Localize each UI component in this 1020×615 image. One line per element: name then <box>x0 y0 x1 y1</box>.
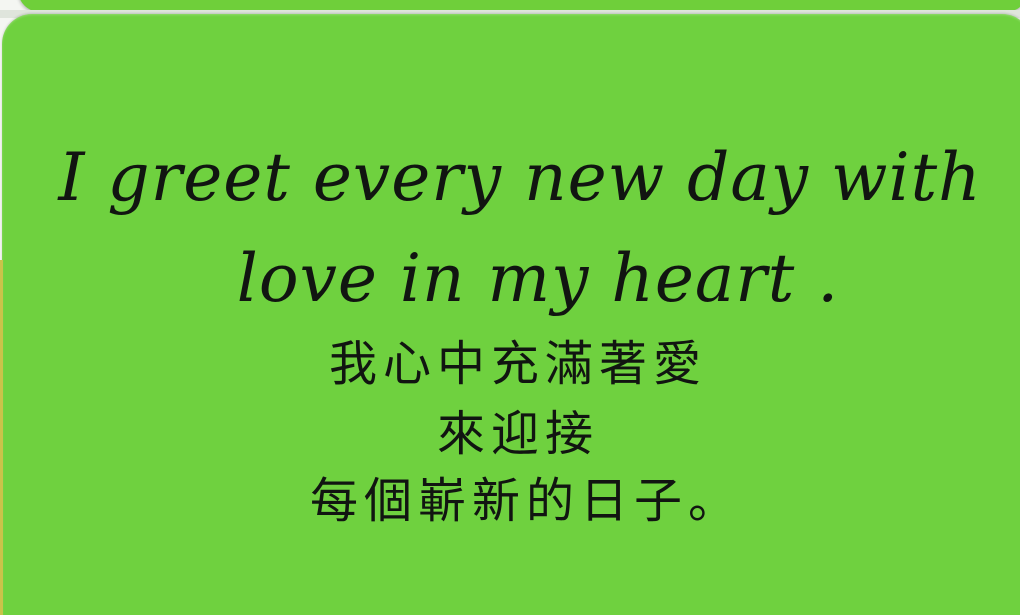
chinese-line-3: 每個嶄新的日子。 <box>309 473 742 529</box>
english-line-1: I greet every new day with <box>58 139 982 216</box>
card-edge-shadow <box>0 260 3 615</box>
chinese-line-2: 來迎接 <box>436 406 599 462</box>
affirmation-card <box>2 14 1020 615</box>
english-line-2: love in my heart . <box>236 240 840 317</box>
card-behind <box>18 0 1020 12</box>
chinese-line-1: 我心中充滿著愛 <box>328 336 707 392</box>
